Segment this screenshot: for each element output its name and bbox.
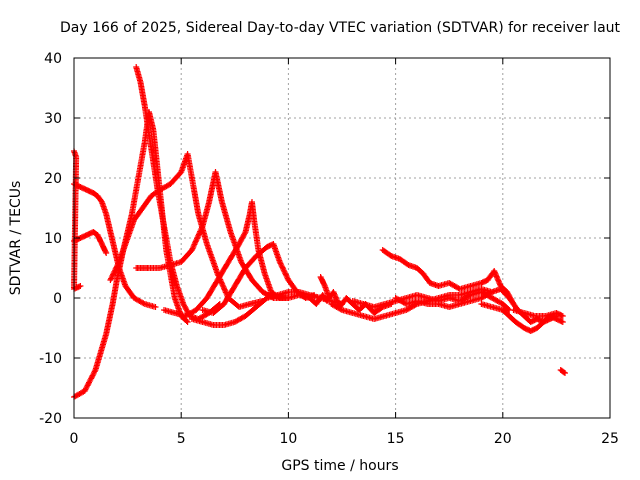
series-markers xyxy=(510,307,566,319)
series-markers xyxy=(557,367,568,376)
series-trace-12 xyxy=(317,274,333,301)
y-tick-label: -10 xyxy=(39,351,62,367)
y-tick-label: 0 xyxy=(53,291,62,307)
x-tick-label: 20 xyxy=(494,431,512,447)
series-markers xyxy=(317,274,333,301)
series-trace-14 xyxy=(349,289,513,313)
series-markers xyxy=(133,169,288,301)
data-points xyxy=(71,64,568,400)
x-tick-label: 15 xyxy=(387,431,405,447)
axis-ticks: 0 5 10 15 20 25 -20 -10 0 10 20 30 40 xyxy=(39,51,619,447)
x-tick-label: 0 xyxy=(70,431,79,447)
series-markers xyxy=(349,289,513,313)
y-tick-label: 10 xyxy=(44,231,62,247)
x-tick-label: 25 xyxy=(601,431,619,447)
y-tick-label: -20 xyxy=(39,411,62,427)
series-trace-4 xyxy=(133,169,288,301)
y-tick-label: 40 xyxy=(44,51,62,67)
x-axis-label: GPS time / hours xyxy=(281,458,398,474)
chart-title: Day 166 of 2025, Sidereal Day-to-day VTE… xyxy=(60,20,621,36)
x-tick-label: 5 xyxy=(177,431,186,447)
y-axis-label: SDTVAR / TECUs xyxy=(8,181,24,296)
series-trace-15 xyxy=(379,247,517,307)
grid xyxy=(74,58,610,418)
series-markers xyxy=(379,247,517,307)
series-trace-18 xyxy=(557,367,568,376)
y-tick-label: 30 xyxy=(44,111,62,127)
y-tick-label: 20 xyxy=(44,171,62,187)
series-trace-17 xyxy=(478,301,566,334)
series-trace-19 xyxy=(510,307,566,319)
x-tick-label: 10 xyxy=(279,431,297,447)
